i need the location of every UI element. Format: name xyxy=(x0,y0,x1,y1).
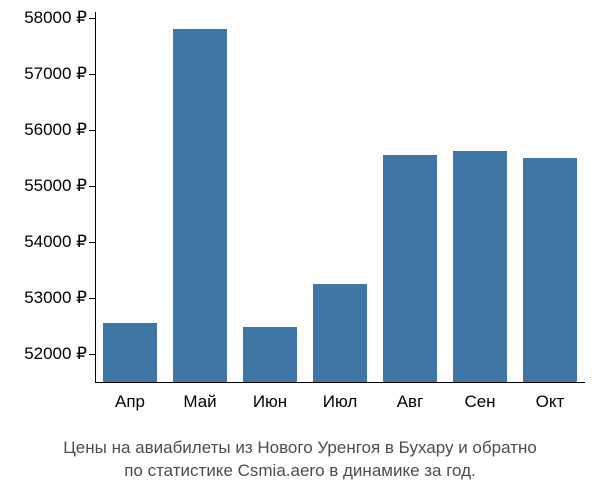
bar xyxy=(243,327,298,382)
x-label: Авг xyxy=(397,382,424,412)
y-tick-label: 53000 ₽ xyxy=(24,288,95,308)
x-label: Апр xyxy=(115,382,145,412)
price-chart: 52000 ₽ 53000 ₽ 54000 ₽ 55000 ₽ 56000 ₽ 57000… xyxy=(0,0,600,500)
y-tick-label: 56000 ₽ xyxy=(24,120,95,140)
y-tick-label: 54000 ₽ xyxy=(24,232,95,252)
y-tick-label: 58000 ₽ xyxy=(24,8,95,28)
x-label: Окт xyxy=(536,382,565,412)
bar xyxy=(383,155,438,382)
x-label: Июн xyxy=(253,382,287,412)
plot-area: 52000 ₽53000 ₽54000 ₽55000 ₽56000 ₽57000… xyxy=(95,12,585,382)
chart-caption: Цены на авиабилеты из Нового Уренгоя в Б… xyxy=(0,437,600,483)
caption-line-2: по статистике Csmia.aero в динамике за г… xyxy=(124,461,476,480)
y-tick-label: 52000 ₽ xyxy=(24,344,95,364)
bar xyxy=(103,323,158,382)
caption-line-1: Цены на авиабилеты из Нового Уренгоя в Б… xyxy=(63,438,537,457)
y-tick-label: 57000 ₽ xyxy=(24,64,95,84)
bar xyxy=(523,158,578,382)
x-label: Июл xyxy=(323,382,358,412)
y-axis xyxy=(95,12,96,382)
bar xyxy=(313,284,368,382)
y-tick-label: 55000 ₽ xyxy=(24,176,95,196)
x-label: Сен xyxy=(464,382,495,412)
bar xyxy=(173,29,228,382)
bar xyxy=(453,151,508,382)
x-label: Май xyxy=(183,382,216,412)
